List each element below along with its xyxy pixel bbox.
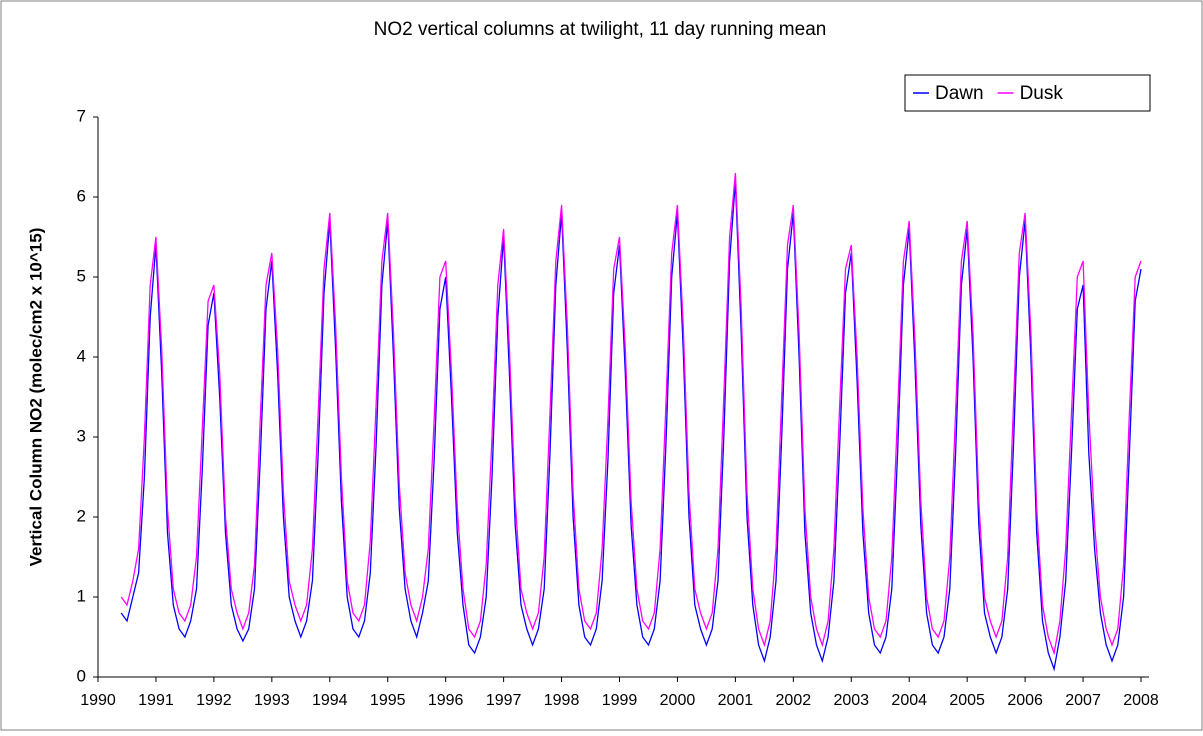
x-tick-label: 1992	[196, 692, 232, 709]
x-tick-label: 1996	[428, 692, 464, 709]
x-tick-label: 2001	[718, 692, 754, 709]
legend-label: Dusk	[1020, 83, 1064, 104]
x-tick-label: 2002	[776, 692, 812, 709]
x-tick-label: 2003	[833, 692, 869, 709]
y-tick-label: 4	[77, 346, 86, 365]
x-tick-label: 2008	[1123, 692, 1159, 709]
x-tick-label: 1997	[486, 692, 522, 709]
x-tick-label: 1991	[138, 692, 174, 709]
y-tick-label: 6	[77, 186, 86, 205]
y-tick-label: 7	[77, 106, 86, 125]
y-axis-label: Vertical Column NO2 (molec/cm2 x 10^15)	[26, 228, 45, 567]
x-tick-label: 1998	[544, 692, 580, 709]
legend-box	[904, 74, 1151, 112]
y-tick-label: 0	[77, 666, 86, 685]
y-tick-label: 1	[77, 586, 86, 605]
chart-title: NO2 vertical columns at twilight, 11 day…	[374, 19, 827, 40]
x-tick-label: 2004	[891, 692, 927, 709]
x-tick-label: 2006	[1007, 692, 1043, 709]
x-tick-label: 1999	[602, 692, 638, 709]
x-tick-label: 2000	[660, 692, 696, 709]
x-tick-label: 1993	[254, 692, 290, 709]
y-tick-label: 2	[77, 506, 86, 525]
y-tick-label: 3	[77, 426, 86, 445]
x-tick-label: 1994	[312, 692, 348, 709]
x-tick-label: 1990	[80, 692, 116, 709]
series-line	[120, 180, 1142, 672]
x-tick-label: 1995	[370, 692, 406, 709]
y-tick-label: 5	[77, 266, 86, 285]
legend-label: Dawn	[935, 83, 984, 104]
series-line	[120, 172, 1142, 656]
x-tick-label: 2005	[949, 692, 985, 709]
x-tick-label: 2007	[1065, 692, 1101, 709]
